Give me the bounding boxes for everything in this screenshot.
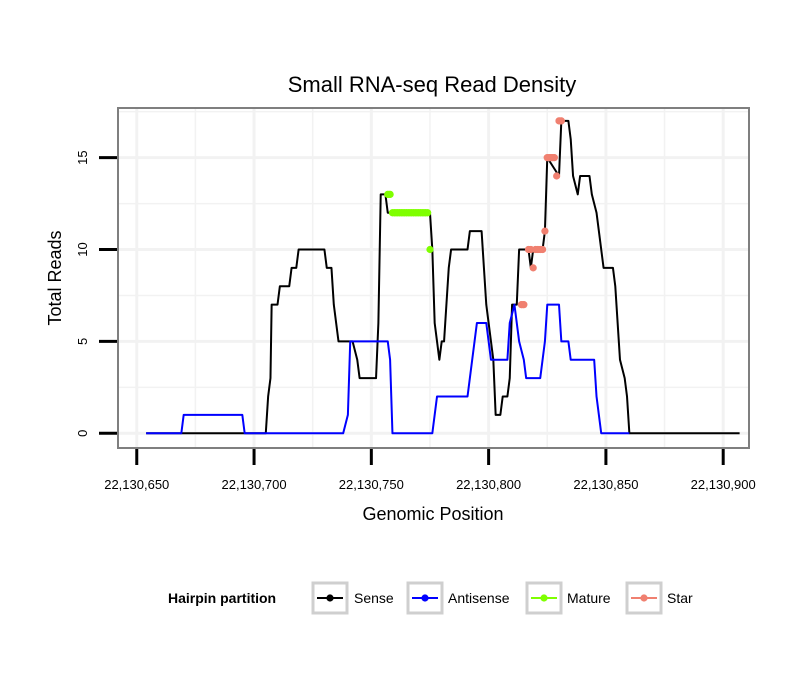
x-axis-title: Genomic Position (362, 504, 503, 524)
legend: Hairpin partition Sense Antisense Mature St… (168, 581, 693, 615)
y-tick-label: 10 (75, 242, 90, 256)
y-tick-label: 15 (75, 150, 90, 164)
data-point-mature (426, 245, 434, 254)
x-tick-label: 22,130,900 (691, 477, 756, 492)
legend-item-sense: Sense (311, 581, 394, 615)
x-axis: 22,130,650 22,130,700 22,130,750 22,130,800… (104, 449, 756, 492)
x-tick-label: 22,130,650 (104, 477, 169, 492)
x-tick-label: 22,130,850 (573, 477, 638, 492)
data-point-star (529, 264, 537, 272)
x-tick-label: 22,130,750 (339, 477, 404, 492)
data-point-star (550, 154, 558, 162)
legend-key-point (540, 594, 548, 602)
data-point-star (557, 117, 565, 125)
series-line-antisense (146, 303, 630, 435)
series-line-sense (146, 119, 740, 435)
plot-border (117, 107, 750, 449)
y-tick-label: 5 (75, 338, 90, 345)
chart-title: Small RNA-seq Read Density (288, 72, 577, 97)
legend-key-point (421, 594, 429, 602)
legend-item-antisense: Antisense (406, 581, 510, 615)
series-layer (146, 117, 740, 435)
data-point-star (541, 227, 549, 235)
legend-label: Sense (354, 590, 394, 606)
x-tick-label: 22,130,800 (456, 477, 521, 492)
data-point-star (538, 245, 547, 254)
legend-title: Hairpin partition (168, 590, 276, 606)
y-tick-label: 0 (75, 430, 90, 437)
data-point-mature (424, 209, 432, 217)
legend-label: Antisense (448, 590, 510, 606)
data-point-star (553, 172, 561, 180)
data-point-mature (386, 190, 394, 198)
legend-label: Star (667, 590, 693, 606)
legend-item-star: Star (625, 581, 693, 615)
y-axis: 0 5 10 15 (75, 150, 117, 437)
y-axis-title: Total Reads (45, 230, 65, 325)
legend-item-mature: Mature (525, 581, 611, 615)
legend-key-point (326, 594, 334, 602)
data-point-star (520, 301, 528, 309)
legend-label: Mature (567, 590, 611, 606)
x-tick-label: 22,130,700 (222, 477, 287, 492)
legend-key-point (640, 594, 648, 602)
